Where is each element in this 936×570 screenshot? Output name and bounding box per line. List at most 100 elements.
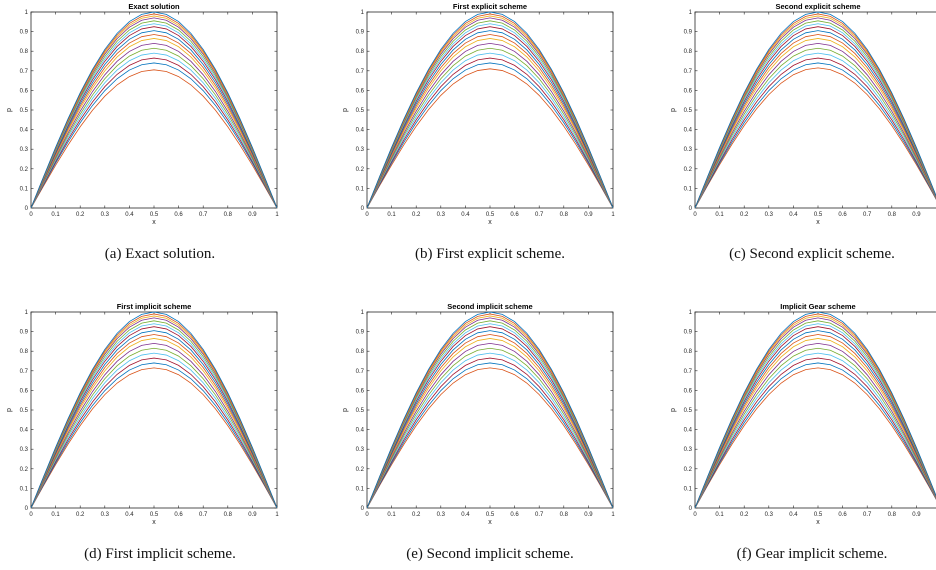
series-line-5	[366, 320, 614, 509]
series-line-14	[366, 357, 614, 509]
y-tick-label: 0.4	[684, 428, 693, 434]
x-tick-label: 0.1	[51, 212, 60, 218]
series-line-6	[366, 323, 614, 509]
y-tick-label: 0.8	[20, 349, 29, 355]
y-tick-label: 0.7	[356, 69, 365, 75]
y-tick-label: 1	[25, 310, 29, 316]
x-tick-label: 0.5	[814, 512, 823, 518]
y-tick-label: 0.9	[684, 30, 693, 36]
y-tick-label: 0.3	[684, 147, 693, 153]
y-tick-label: 0.8	[20, 49, 29, 55]
y-tick-label: 0.5	[356, 108, 365, 114]
x-tick-label: 0.4	[125, 512, 134, 518]
series-line-13	[366, 352, 614, 509]
series-line-15	[366, 362, 614, 509]
series-line-11	[366, 342, 614, 509]
x-tick-label: 0.3	[101, 512, 110, 518]
chart-title: First implicit scheme	[117, 302, 192, 311]
series-line-9	[30, 334, 278, 509]
y-tick-label: 0.1	[20, 486, 29, 492]
x-tick-label: 0.4	[461, 512, 470, 518]
chart-title: First explicit scheme	[453, 2, 527, 11]
x-tick-label: 0.6	[838, 212, 847, 218]
series-line-5	[694, 320, 936, 509]
x-tick-label: 0	[365, 212, 369, 218]
y-tick-label: 0.7	[684, 369, 693, 375]
series-line-1	[30, 11, 278, 209]
x-tick-label: 0.6	[510, 512, 519, 518]
y-tick-label: 0.5	[356, 408, 365, 414]
y-tick-label: 0.8	[684, 49, 693, 55]
x-axis-label: x	[816, 519, 820, 526]
series-line-10	[694, 38, 936, 209]
y-tick-label: 1	[689, 310, 693, 316]
y-tick-label: 0.6	[356, 88, 365, 94]
series-line-11	[694, 42, 936, 209]
y-tick-label: 0.2	[20, 167, 29, 173]
x-tick-label: 1	[275, 512, 279, 518]
y-tick-label: 1	[361, 10, 365, 16]
x-tick-label: 0.2	[412, 512, 421, 518]
series-line-2	[30, 13, 278, 209]
y-tick-label: 0.6	[20, 88, 29, 94]
x-tick-label: 0.7	[535, 512, 544, 518]
y-tick-label: 0.4	[356, 128, 365, 134]
series-line-5	[694, 20, 936, 209]
x-tick-label: 0.1	[51, 512, 60, 518]
series-line-12	[366, 347, 614, 509]
caption-a: (a) Exact solution.	[104, 246, 216, 262]
y-tick-label: 0.3	[20, 147, 29, 153]
caption-e: (e) Second implicit scheme.	[406, 546, 574, 562]
x-tick-label: 0.6	[838, 512, 847, 518]
y-tick-label: 0.2	[20, 467, 29, 473]
series-line-16	[30, 69, 278, 209]
y-axis-label: p	[342, 408, 349, 412]
series-line-2	[694, 13, 936, 209]
series-line-12	[694, 347, 936, 509]
x-tick-label: 0.3	[765, 212, 774, 218]
x-axis-label: x	[488, 519, 492, 526]
series-line-1	[366, 11, 614, 209]
series-line-1	[366, 311, 614, 509]
y-tick-label: 0	[361, 206, 365, 212]
x-tick-label: 0.1	[387, 512, 396, 518]
series-line-3	[366, 15, 614, 209]
y-tick-label: 0.5	[20, 108, 29, 114]
y-tick-label: 0.1	[20, 186, 29, 192]
y-tick-label: 0.6	[684, 388, 693, 394]
series-line-5	[30, 20, 278, 209]
y-tick-label: 0.8	[356, 49, 365, 55]
series-line-14	[366, 57, 614, 209]
series-line-16	[694, 67, 936, 209]
chart-panel-2: First explicit scheme 0 0.1 0.2 0.3 0.4 0.5 0.6…	[342, 2, 615, 226]
x-tick-label: 0.9	[584, 212, 593, 218]
x-tick-label: 0.1	[715, 212, 724, 218]
y-tick-label: 0.8	[684, 349, 693, 355]
chart-panel-4: First implicit scheme 0 0.1 0.2 0.3 0.4 0.5 0.6…	[6, 302, 279, 526]
series-line-15	[30, 362, 278, 509]
series-line-4	[366, 17, 614, 209]
y-tick-label: 0.7	[684, 69, 693, 75]
x-tick-label: 0	[693, 212, 697, 218]
x-tick-label: 0.7	[199, 512, 208, 518]
y-tick-label: 0.7	[20, 369, 29, 375]
x-tick-label: 0	[29, 212, 33, 218]
x-tick-label: 1	[275, 212, 279, 218]
y-tick-label: 0.7	[356, 369, 365, 375]
x-tick-label: 0.5	[486, 512, 495, 518]
x-tick-label: 0.5	[150, 212, 159, 218]
series-line-1	[694, 311, 936, 509]
series-line-7	[366, 326, 614, 509]
chart-panel-1: Exact solution 0 0.1 0.2 0.3 0.4 0.5 0.6 0.7 0.8 0…	[6, 2, 279, 226]
y-axis-label: p	[342, 108, 349, 112]
y-tick-label: 0.1	[684, 186, 693, 192]
y-tick-label: 0.2	[684, 167, 693, 173]
x-tick-label: 0.2	[740, 212, 749, 218]
series-line-15	[366, 62, 614, 209]
series-line-10	[694, 338, 936, 509]
y-tick-label: 0.1	[356, 186, 365, 192]
y-axis-label: p	[6, 408, 13, 412]
chart-panel-5: Second implicit scheme 0 0.1 0.2 0.3 0.4 0.5 0.…	[342, 302, 615, 526]
series-line-3	[694, 315, 936, 509]
